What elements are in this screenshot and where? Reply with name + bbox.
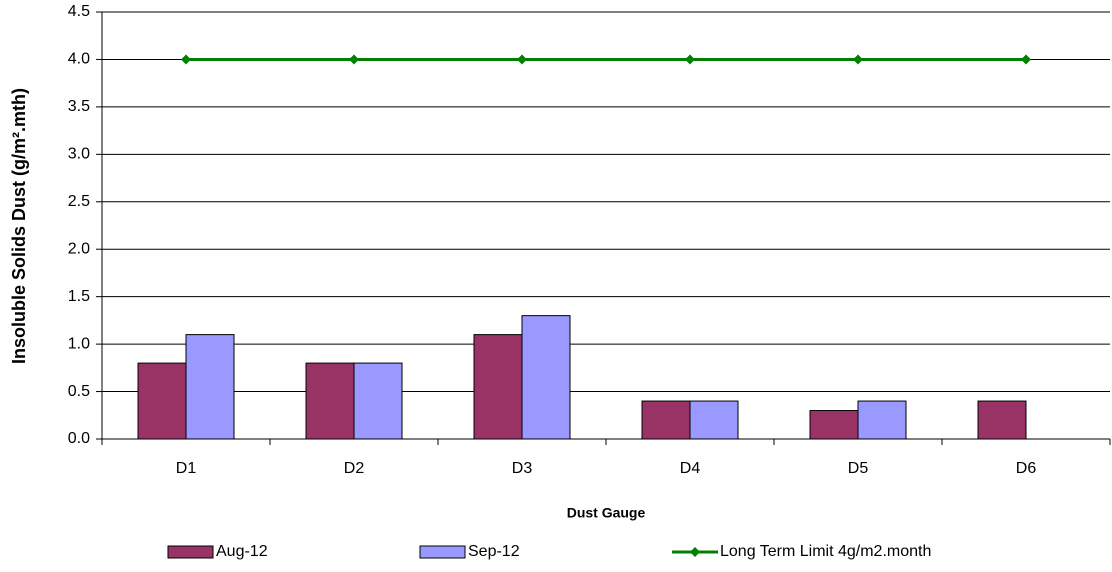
x-tick-label: D1 — [176, 460, 197, 477]
legend-swatch — [167, 545, 214, 559]
y-tick-label: 4.0 — [68, 51, 90, 68]
bar — [353, 362, 403, 440]
legend-label: Long Term Limit 4g/m2.month — [720, 543, 931, 560]
bar — [809, 410, 859, 440]
marker — [1021, 54, 1031, 65]
legend-label: Aug-12 — [216, 543, 268, 560]
x-tick-label: D6 — [1016, 460, 1037, 477]
bar — [137, 362, 187, 440]
x-tick-label: D5 — [848, 460, 869, 477]
bar — [857, 400, 907, 440]
marker — [349, 54, 359, 65]
y-tick-label: 3.0 — [68, 146, 90, 163]
y-tick-label: 2.5 — [68, 193, 90, 210]
marker — [853, 54, 863, 65]
bar — [185, 334, 235, 440]
legend-swatch — [690, 547, 700, 557]
bar — [305, 362, 355, 440]
marker — [685, 54, 695, 65]
bar — [641, 400, 691, 440]
marker — [181, 54, 191, 65]
y-tick-label: 1.0 — [68, 335, 90, 352]
y-tick-label: 0.5 — [68, 383, 90, 400]
x-tick-label: D4 — [680, 460, 701, 477]
legend-label: Sep-12 — [468, 543, 520, 560]
legend-swatch — [419, 545, 466, 559]
y-tick-label: 0.0 — [68, 430, 90, 447]
y-tick-label: 3.5 — [68, 98, 90, 115]
y-axis-title: Insoluble Solids Dust (g/m².mth) — [9, 88, 29, 364]
x-tick-label: D2 — [344, 460, 365, 477]
bar — [473, 334, 523, 440]
bar — [977, 400, 1027, 440]
bar — [521, 315, 571, 440]
y-tick-label: 2.0 — [68, 240, 90, 257]
marker — [517, 54, 527, 65]
bar — [689, 400, 739, 440]
y-tick-label: 4.5 — [68, 3, 90, 20]
x-axis-title: Dust Gauge — [567, 505, 646, 521]
y-tick-label: 1.5 — [68, 288, 90, 305]
x-tick-label: D3 — [512, 460, 533, 477]
